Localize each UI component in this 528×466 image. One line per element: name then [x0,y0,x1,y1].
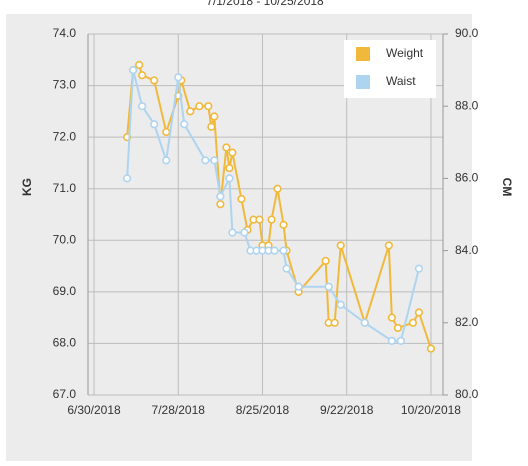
x-tick-label: 9/22/2018 [320,403,374,417]
y2-tick-label: 80.0 [455,387,479,401]
y-tick-label: 69.0 [53,284,77,298]
legend-label: Waist [386,74,416,88]
point [150,120,159,129]
point [228,228,237,237]
point [336,300,345,309]
point [174,73,183,82]
point [360,318,369,327]
point [240,228,249,237]
point [267,215,276,224]
point [138,102,147,111]
point [426,344,436,353]
y2-axis-label: CM [500,178,514,197]
point [324,282,333,291]
point [336,241,345,250]
point [210,112,219,121]
y-tick-label: 74.0 [53,26,77,40]
point [414,264,424,273]
point [408,318,418,327]
point [150,76,159,85]
point [384,241,393,250]
point [162,156,171,165]
legend-label: Weight [386,46,424,60]
point [180,120,189,129]
point [222,143,231,152]
point [330,318,339,327]
point [225,163,234,173]
y-tick-label: 68.0 [53,336,77,350]
point [282,264,291,273]
point [135,60,144,70]
x-tick-label: 7/28/2018 [152,403,206,417]
point [207,122,216,131]
point [393,323,402,333]
point [294,282,303,291]
point [129,65,138,75]
point [396,336,405,345]
x-tick-label: 6/30/2018 [67,403,121,417]
y-tick-label: 72.0 [53,129,77,143]
y2-tick-label: 90.0 [455,26,479,40]
y-tick-label: 71.0 [53,181,77,195]
x-tick-label: 8/25/2018 [236,403,290,417]
point [162,127,171,137]
point [216,192,225,201]
y-axis-label: KG [20,178,34,196]
point [279,246,288,255]
legend-swatch [356,47,370,61]
point [237,194,246,204]
point [138,71,147,80]
y-tick-label: 70.0 [53,232,77,246]
point [255,215,264,224]
point [186,107,195,116]
point [270,246,279,255]
point [387,313,396,322]
y2-tick-label: 82.0 [455,315,479,329]
point [321,256,330,266]
x-tick-label: 10/20/2018 [401,403,461,417]
point [195,102,204,111]
y2-tick-label: 84.0 [455,243,479,257]
point [204,102,213,111]
point [225,174,234,183]
point [228,148,237,157]
point [216,200,225,209]
point [201,156,210,165]
point [387,336,396,345]
point [279,220,288,229]
chart-title: 7/1/2018 - 10/25/2018 [206,0,324,8]
point [210,156,219,165]
y2-tick-label: 86.0 [455,171,479,185]
y2-tick-label: 88.0 [455,98,479,112]
legend-swatch [356,75,370,89]
point [414,308,424,317]
point [273,184,282,193]
point [123,174,132,183]
y-tick-label: 73.0 [53,78,77,92]
y-tick-label: 67.0 [53,387,77,401]
